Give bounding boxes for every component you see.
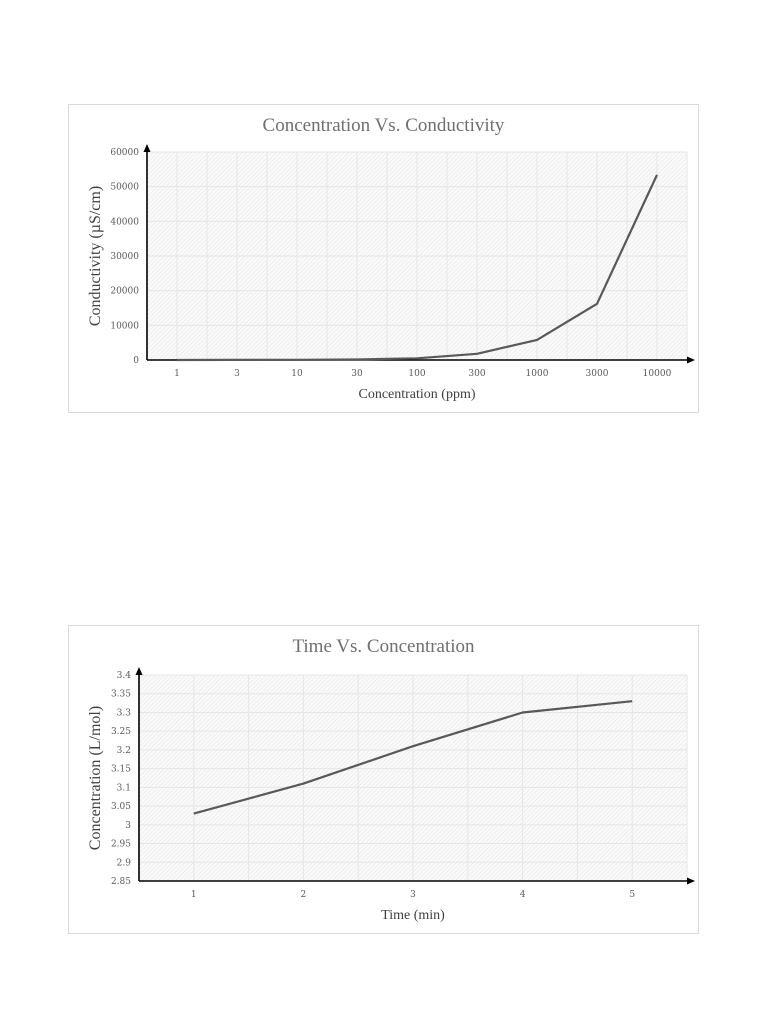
y-tick-label: 3 <box>125 821 131 831</box>
y-tick-label: 40000 <box>110 217 139 227</box>
y-tick-label: 2.85 <box>111 877 131 887</box>
y-axis-title: Conductivity (µS/cm) <box>87 186 104 326</box>
y-tick-label: 10000 <box>110 321 139 331</box>
x-axis-arrow-icon <box>687 877 695 885</box>
y-tick-label: 3.1 <box>117 783 131 793</box>
x-tick-label: 2 <box>301 890 307 900</box>
chart-title: Concentration Vs. Conductivity <box>262 115 505 136</box>
x-tick-label: 300 <box>468 369 485 379</box>
y-tick-label: 20000 <box>110 287 139 297</box>
y-tick-label: 3.4 <box>117 671 132 681</box>
y-tick-label: 30000 <box>110 252 139 262</box>
y-tick-label: 0 <box>133 356 139 366</box>
x-tick-label: 100 <box>408 369 425 379</box>
x-tick-label: 10000 <box>643 369 672 379</box>
y-tick-label: 3.25 <box>111 727 131 737</box>
x-tick-label: 1 <box>174 369 180 379</box>
x-tick-label: 3 <box>410 890 416 900</box>
y-tick-label: 2.9 <box>117 858 132 868</box>
conductivity-plot-area: 0 10000 20000 30000 40000 50000 60000 1 3 10 30 100… <box>87 144 695 402</box>
y-tick-label: 2.95 <box>111 840 131 850</box>
conductivity-chart: Concentration Vs. Conductivity 0 10000 200… <box>68 104 699 413</box>
concentration-chart: Time Vs. Concentration 2.85 2.9 2.95 3 3.05 3… <box>68 625 699 934</box>
x-tick-label: 3000 <box>586 369 609 379</box>
y-tick-label: 3.3 <box>117 708 132 718</box>
y-tick-label: 50000 <box>110 183 139 193</box>
y-tick-label: 3.2 <box>117 746 131 756</box>
y-axis-arrow-icon <box>135 667 143 675</box>
x-tick-label: 10 <box>291 369 303 379</box>
x-tick-label: 5 <box>629 890 635 900</box>
y-axis-title: Concentration (L/mol) <box>87 706 104 850</box>
x-tick-label: 1 <box>191 890 197 900</box>
data-series-line <box>176 174 658 362</box>
x-tick-label: 30 <box>351 369 363 379</box>
x-tick-label: 3 <box>234 369 240 379</box>
x-tick-label: 1000 <box>526 369 549 379</box>
y-tick-label: 3.35 <box>111 690 131 700</box>
y-tick-label: 60000 <box>110 148 139 158</box>
x-axis-title: Time (min) <box>381 908 445 923</box>
y-axis-arrow-icon <box>143 144 151 152</box>
x-axis-title: Concentration (ppm) <box>358 387 475 402</box>
chart-title: Time Vs. Concentration <box>292 636 475 657</box>
data-series-line <box>193 700 633 815</box>
concentration-plot-area: 2.85 2.9 2.95 3 3.05 3.1 3.15 3.2 3.25 3.3 3.35 3.4… <box>87 667 695 923</box>
y-tick-label: 3.15 <box>111 765 131 775</box>
x-axis-arrow-icon <box>687 356 695 364</box>
y-tick-label: 3.05 <box>111 802 131 812</box>
x-tick-label: 4 <box>520 890 526 900</box>
